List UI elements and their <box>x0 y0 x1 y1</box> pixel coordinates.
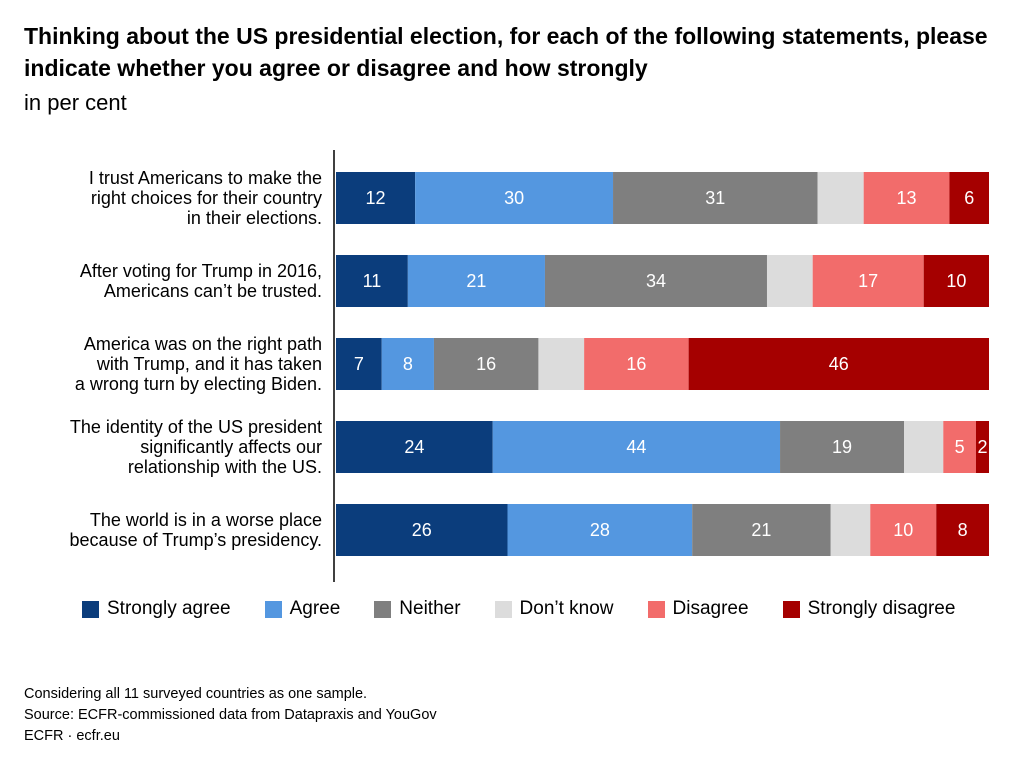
bar-segment <box>336 421 493 473</box>
bar-segment <box>870 504 937 556</box>
legend-label: Neither <box>399 598 461 619</box>
category-label: The world is in a worse place <box>90 510 322 530</box>
bar-segment <box>812 255 924 307</box>
bar-segment <box>692 504 831 556</box>
data-label: 7 <box>354 354 364 374</box>
data-label: 28 <box>590 520 610 540</box>
bar-segment <box>538 338 585 390</box>
chart-title: Thinking about the US presidential elect… <box>24 23 988 81</box>
bar-segment <box>584 338 689 390</box>
bar-segment <box>830 504 871 556</box>
chart-legend: Strongly agree Agree Neither Don’t know Disa… <box>82 598 955 620</box>
data-label: 11 <box>363 271 382 291</box>
bar-segment <box>688 338 989 390</box>
legend-swatch <box>374 600 392 618</box>
bar-segment <box>943 421 976 473</box>
category-label: significantly affects our <box>140 437 322 457</box>
data-label: 2 <box>977 437 987 457</box>
data-label: 21 <box>466 271 486 291</box>
legend-swatch <box>264 600 282 618</box>
legend-item: Neither <box>374 598 461 620</box>
legend-label: Strongly disagree <box>807 598 956 619</box>
category-label: I trust Americans to make the <box>89 168 322 188</box>
data-label: 10 <box>946 271 966 291</box>
data-label: 21 <box>751 520 771 540</box>
data-label: 17 <box>858 271 878 291</box>
legend-swatch <box>782 600 800 618</box>
bar-segment <box>492 421 781 473</box>
legend-label: Strongly agree <box>107 598 231 619</box>
data-label: 24 <box>404 437 424 457</box>
legend-item: Strongly disagree <box>782 598 956 620</box>
legend-label: Agree <box>289 598 341 619</box>
bar-segment <box>817 172 864 224</box>
data-label: 30 <box>504 188 524 208</box>
data-label: 8 <box>958 520 968 540</box>
data-label: 16 <box>476 354 496 374</box>
bar-segment <box>613 172 818 224</box>
bar-segment <box>936 504 989 556</box>
data-label: 10 <box>893 520 913 540</box>
bar-segment <box>336 338 382 390</box>
category-label: because of Trump’s presidency. <box>70 530 322 550</box>
category-label: right choices for their country <box>91 188 322 208</box>
legend-item: Don’t know <box>494 598 614 620</box>
bar-segment <box>336 255 408 307</box>
footer-source: Source: ECFR-commissioned data from Data… <box>24 707 437 723</box>
footer-note: Considering all 11 surveyed countries as… <box>24 686 368 702</box>
bar-segment <box>407 255 545 307</box>
footer-credit: ECFR · ecfr.eu <box>24 728 120 744</box>
category-label: Americans can’t be trusted. <box>104 281 322 301</box>
data-label: 13 <box>897 188 917 208</box>
bar-segment <box>863 172 950 224</box>
footer: Considering all 11 surveyed countries as… <box>24 684 437 747</box>
legend-item: Agree <box>264 598 341 620</box>
data-label: 6 <box>964 188 974 208</box>
legend-swatch <box>82 600 99 618</box>
bar-segment <box>949 172 989 224</box>
legend-label: Disagree <box>672 598 749 619</box>
data-label: 5 <box>955 437 965 457</box>
bar-segment <box>766 255 813 307</box>
bar-segment <box>433 338 539 390</box>
bar-segment <box>507 504 693 556</box>
bar-segment <box>381 338 434 390</box>
bar-segment <box>336 504 508 556</box>
legend-label: Don’t know <box>519 598 614 619</box>
category-label: in their elections. <box>187 208 322 228</box>
data-label: 12 <box>366 188 386 208</box>
bar-segment <box>780 421 905 473</box>
legend-swatch <box>647 600 665 618</box>
category-label: America was on the right path <box>84 334 322 354</box>
data-label: 26 <box>412 520 432 540</box>
data-label: 46 <box>829 354 849 374</box>
legend-swatch <box>494 600 512 618</box>
category-label: relationship with the US. <box>128 457 322 477</box>
data-label: 44 <box>626 437 646 457</box>
bar-segment <box>544 255 767 307</box>
data-label: 8 <box>403 354 413 374</box>
bar-segment <box>336 172 416 224</box>
bar-segment <box>923 255 989 307</box>
data-label: 34 <box>646 271 666 291</box>
data-label: 31 <box>705 188 725 208</box>
legend-item: Strongly agree <box>82 598 231 620</box>
bar-segment <box>975 421 989 473</box>
legend-item: Disagree <box>647 598 749 620</box>
chart-subtitle: in per cent <box>24 90 127 115</box>
bar-segment <box>415 172 614 224</box>
data-label: 16 <box>626 354 646 374</box>
category-label: The identity of the US president <box>70 417 322 437</box>
category-label: with Trump, and it has taken <box>96 354 322 374</box>
category-label: After voting for Trump in 2016, <box>80 261 322 281</box>
data-label: 19 <box>832 437 852 457</box>
category-label: a wrong turn by electing Biden. <box>75 374 322 394</box>
bar-segment <box>904 421 944 473</box>
